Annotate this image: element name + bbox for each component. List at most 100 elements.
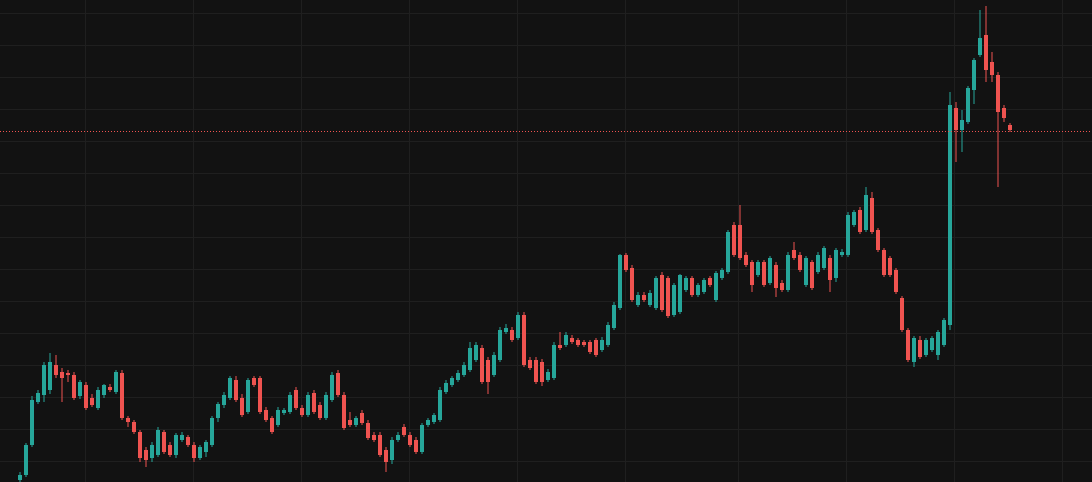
candle-body (912, 338, 916, 362)
candle-body (276, 410, 280, 425)
candle-body (840, 252, 844, 255)
candle-body (834, 250, 838, 278)
candle-body (630, 268, 634, 300)
candle-body (960, 120, 964, 130)
candle-body (312, 393, 316, 412)
candle-body (114, 372, 118, 392)
candle-body (24, 445, 28, 475)
candle-body (78, 382, 82, 396)
candle-body (978, 38, 982, 55)
candle-body (846, 215, 850, 255)
candle-body (306, 395, 310, 415)
candle-body (204, 442, 208, 452)
candle-body (432, 415, 436, 422)
candle-body (60, 372, 64, 378)
candle-body (408, 435, 412, 445)
candle-body (288, 395, 292, 412)
candle-body (738, 225, 742, 258)
candle-body (462, 365, 466, 375)
candle-body (174, 435, 178, 455)
candle-body (444, 383, 448, 392)
candle-body (654, 278, 658, 308)
candle-body (156, 430, 160, 455)
candle-body (570, 338, 574, 342)
candle-body (396, 435, 400, 440)
vertical-grid (85, 0, 1063, 482)
candle-body (696, 285, 700, 295)
candle-body (636, 295, 640, 305)
candle-body (426, 420, 430, 425)
candle-body (210, 418, 214, 445)
candle-body (972, 60, 976, 90)
candle-body (618, 255, 622, 308)
candle-body (492, 355, 496, 375)
candle-body (750, 262, 754, 285)
candle-body (90, 398, 94, 405)
candle-body (624, 255, 628, 270)
candle-body (72, 375, 76, 398)
candle-body (348, 420, 352, 425)
candle-body (54, 365, 58, 375)
candle-body (720, 270, 724, 278)
candle-body (678, 275, 682, 312)
candle-body (990, 62, 994, 75)
candle-body (606, 325, 610, 345)
candle-body (456, 373, 460, 380)
candle-body (420, 425, 424, 452)
candle-body (330, 375, 334, 400)
candle-body (900, 298, 904, 330)
candle-body (852, 212, 856, 225)
candle-body (666, 278, 670, 316)
candle-body (792, 250, 796, 258)
candle-body (384, 450, 388, 462)
candle-body (564, 335, 568, 345)
candle-body (138, 432, 142, 458)
candle-body (216, 404, 220, 418)
candle-body (948, 105, 952, 325)
candle-body (102, 385, 106, 395)
candle-body (390, 440, 394, 460)
candle-body (504, 328, 508, 332)
candle-body (702, 280, 706, 292)
candle-body (168, 445, 172, 455)
candle-body (528, 360, 532, 368)
candle-body (774, 265, 778, 288)
candle-body (414, 440, 418, 452)
candle-body (144, 450, 148, 460)
candle-body (648, 293, 652, 305)
candle-body (918, 340, 922, 357)
candle-body (480, 348, 484, 382)
candle-body (486, 360, 490, 382)
candle-body (708, 278, 712, 285)
candle-body (858, 210, 862, 232)
candle-body (42, 365, 46, 395)
candle-body (672, 285, 676, 315)
candle-body (822, 248, 826, 268)
candle-body (984, 35, 988, 70)
candle-body (876, 230, 880, 250)
candle-body (810, 262, 814, 288)
candle-body (108, 387, 112, 390)
candle-body (258, 378, 262, 412)
candle-body (954, 108, 958, 130)
candle-body (36, 393, 40, 402)
candle-body (270, 418, 274, 432)
candle-body (726, 232, 730, 272)
candle-body (594, 340, 598, 355)
candle-body (282, 410, 286, 413)
candle-body (246, 380, 250, 412)
candle-body (234, 380, 238, 400)
candle-body (894, 270, 898, 292)
candle-body (780, 283, 784, 290)
candle-body (1008, 125, 1012, 130)
candle-body (522, 315, 526, 365)
candle-body (552, 345, 556, 378)
candle-body (240, 398, 244, 415)
candle-body (576, 340, 580, 345)
candle-body (816, 255, 820, 272)
candle-body (516, 315, 520, 338)
candle-body (438, 390, 442, 420)
candle-body (192, 445, 196, 458)
